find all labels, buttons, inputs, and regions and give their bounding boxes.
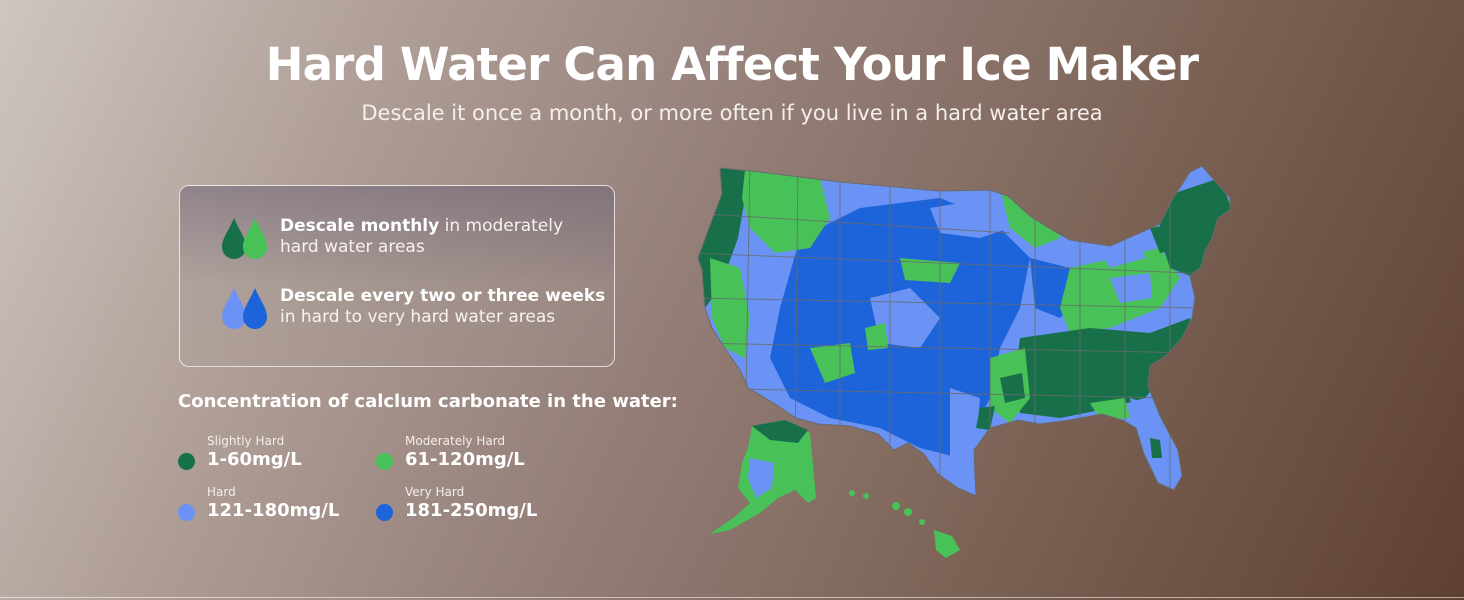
page-subtitle: Descale it once a month, or more often i… xyxy=(361,101,1103,125)
contiguous-us xyxy=(697,165,1231,497)
legend-name: Slightly Hard xyxy=(207,434,285,448)
legend-item-moderately-hard: Moderately Hard 61-120mg/L xyxy=(376,434,525,472)
hawaii xyxy=(849,490,960,558)
tip-weekly-line2: in hard to very hard water areas xyxy=(280,307,556,327)
tip-monthly-bold: Descale monthly xyxy=(280,216,440,236)
legend-item-hard: Hard 121-180mg/L xyxy=(178,485,339,523)
legend-name: Very Hard xyxy=(405,485,465,499)
legend-title: Concentration of calclum carbonate in th… xyxy=(178,391,678,412)
legend-dot-slightly-hard xyxy=(178,453,195,470)
blue-water-drops-icon xyxy=(220,286,278,334)
green-water-drops-icon xyxy=(220,216,278,264)
descale-info-box: Descale monthly in moderately hard water… xyxy=(179,185,615,367)
alaska xyxy=(710,420,816,534)
tip-monthly: Descale monthly in moderately hard water… xyxy=(220,216,563,264)
tip-monthly-text: Descale monthly in moderately hard water… xyxy=(280,216,563,258)
legend-item-very-hard: Very Hard 181-250mg/L xyxy=(376,485,537,523)
legend-dot-moderately-hard xyxy=(376,453,393,470)
legend-value: 181-250mg/L xyxy=(405,500,538,521)
tip-monthly-line2: hard water areas xyxy=(280,237,425,257)
legend-name: Hard xyxy=(207,485,236,499)
tip-monthly-rest: in moderately xyxy=(439,216,564,236)
legend-name: Moderately Hard xyxy=(405,434,506,448)
legend-value: 1-60mg/L xyxy=(207,449,302,470)
page-title: Hard Water Can Affect Your Ice Maker xyxy=(265,38,1199,91)
us-water-hardness-map xyxy=(697,165,1231,558)
bottom-divider xyxy=(0,597,1464,598)
tip-weekly: Descale every two or three weeks in hard… xyxy=(220,286,605,334)
tip-weekly-text: Descale every two or three weeks in hard… xyxy=(280,286,605,328)
legend-dot-very-hard xyxy=(376,504,393,521)
legend-item-slightly-hard: Slightly Hard 1-60mg/L xyxy=(178,434,302,472)
legend-dot-hard xyxy=(178,504,195,521)
tip-weekly-bold: Descale every two or three weeks xyxy=(280,286,606,306)
legend-value: 61-120mg/L xyxy=(405,449,525,470)
legend-value: 121-180mg/L xyxy=(207,500,340,521)
